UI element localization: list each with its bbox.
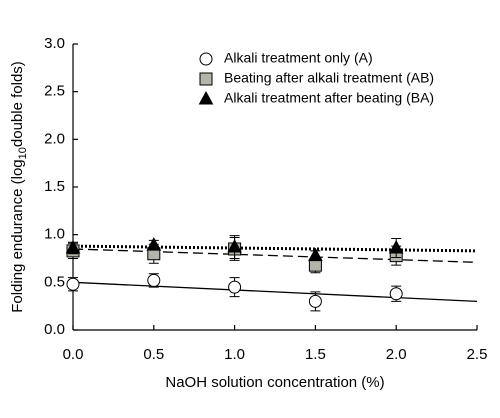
- y-tick-label: 3.0: [44, 35, 65, 52]
- fit-line: [72, 281, 478, 303]
- marker: [228, 280, 242, 294]
- marker: [147, 273, 161, 287]
- y-label-part: double folds): [9, 61, 26, 147]
- legend-label: Alkali treatment only (A): [224, 50, 373, 66]
- y-tick-label: 1.0: [44, 226, 65, 243]
- x-tick-label: 2.5: [467, 346, 488, 363]
- y-tick-label: 2.0: [44, 130, 65, 147]
- y-axis-label: Folding endurance (log10double folds): [9, 61, 29, 313]
- marker: [388, 239, 404, 254]
- marker: [227, 239, 242, 253]
- y-tick-label: 1.5: [44, 178, 65, 195]
- y-tick-label: 0.0: [44, 321, 65, 338]
- marker: [308, 247, 323, 262]
- legend-marker: [198, 90, 214, 105]
- marker: [146, 237, 162, 251]
- marker: [65, 239, 81, 254]
- y-label-sub: 10: [17, 147, 29, 159]
- y-tick-label: 0.5: [44, 273, 65, 290]
- x-tick-label: 1.0: [224, 346, 245, 363]
- fit-line: [72, 248, 478, 263]
- x-tick-label: 0.0: [63, 346, 84, 363]
- marker: [66, 277, 80, 291]
- legend-marker: [199, 72, 213, 86]
- x-tick-label: 1.5: [305, 346, 326, 363]
- fit-line: [72, 244, 478, 253]
- y-label-part: Folding endurance (log: [9, 159, 26, 312]
- y-tick-label: 2.5: [44, 83, 65, 100]
- legend-marker: [199, 52, 213, 66]
- marker: [308, 294, 322, 308]
- x-tick-label: 2.0: [386, 346, 407, 363]
- marker: [389, 287, 403, 301]
- legend-label: Beating after alkali treatment (AB): [224, 70, 434, 86]
- x-tick-label: 0.5: [143, 346, 164, 363]
- x-axis-label: NaOH solution concentration (%): [165, 374, 384, 391]
- legend-label: Alkali treatment after beating (BA): [224, 90, 434, 106]
